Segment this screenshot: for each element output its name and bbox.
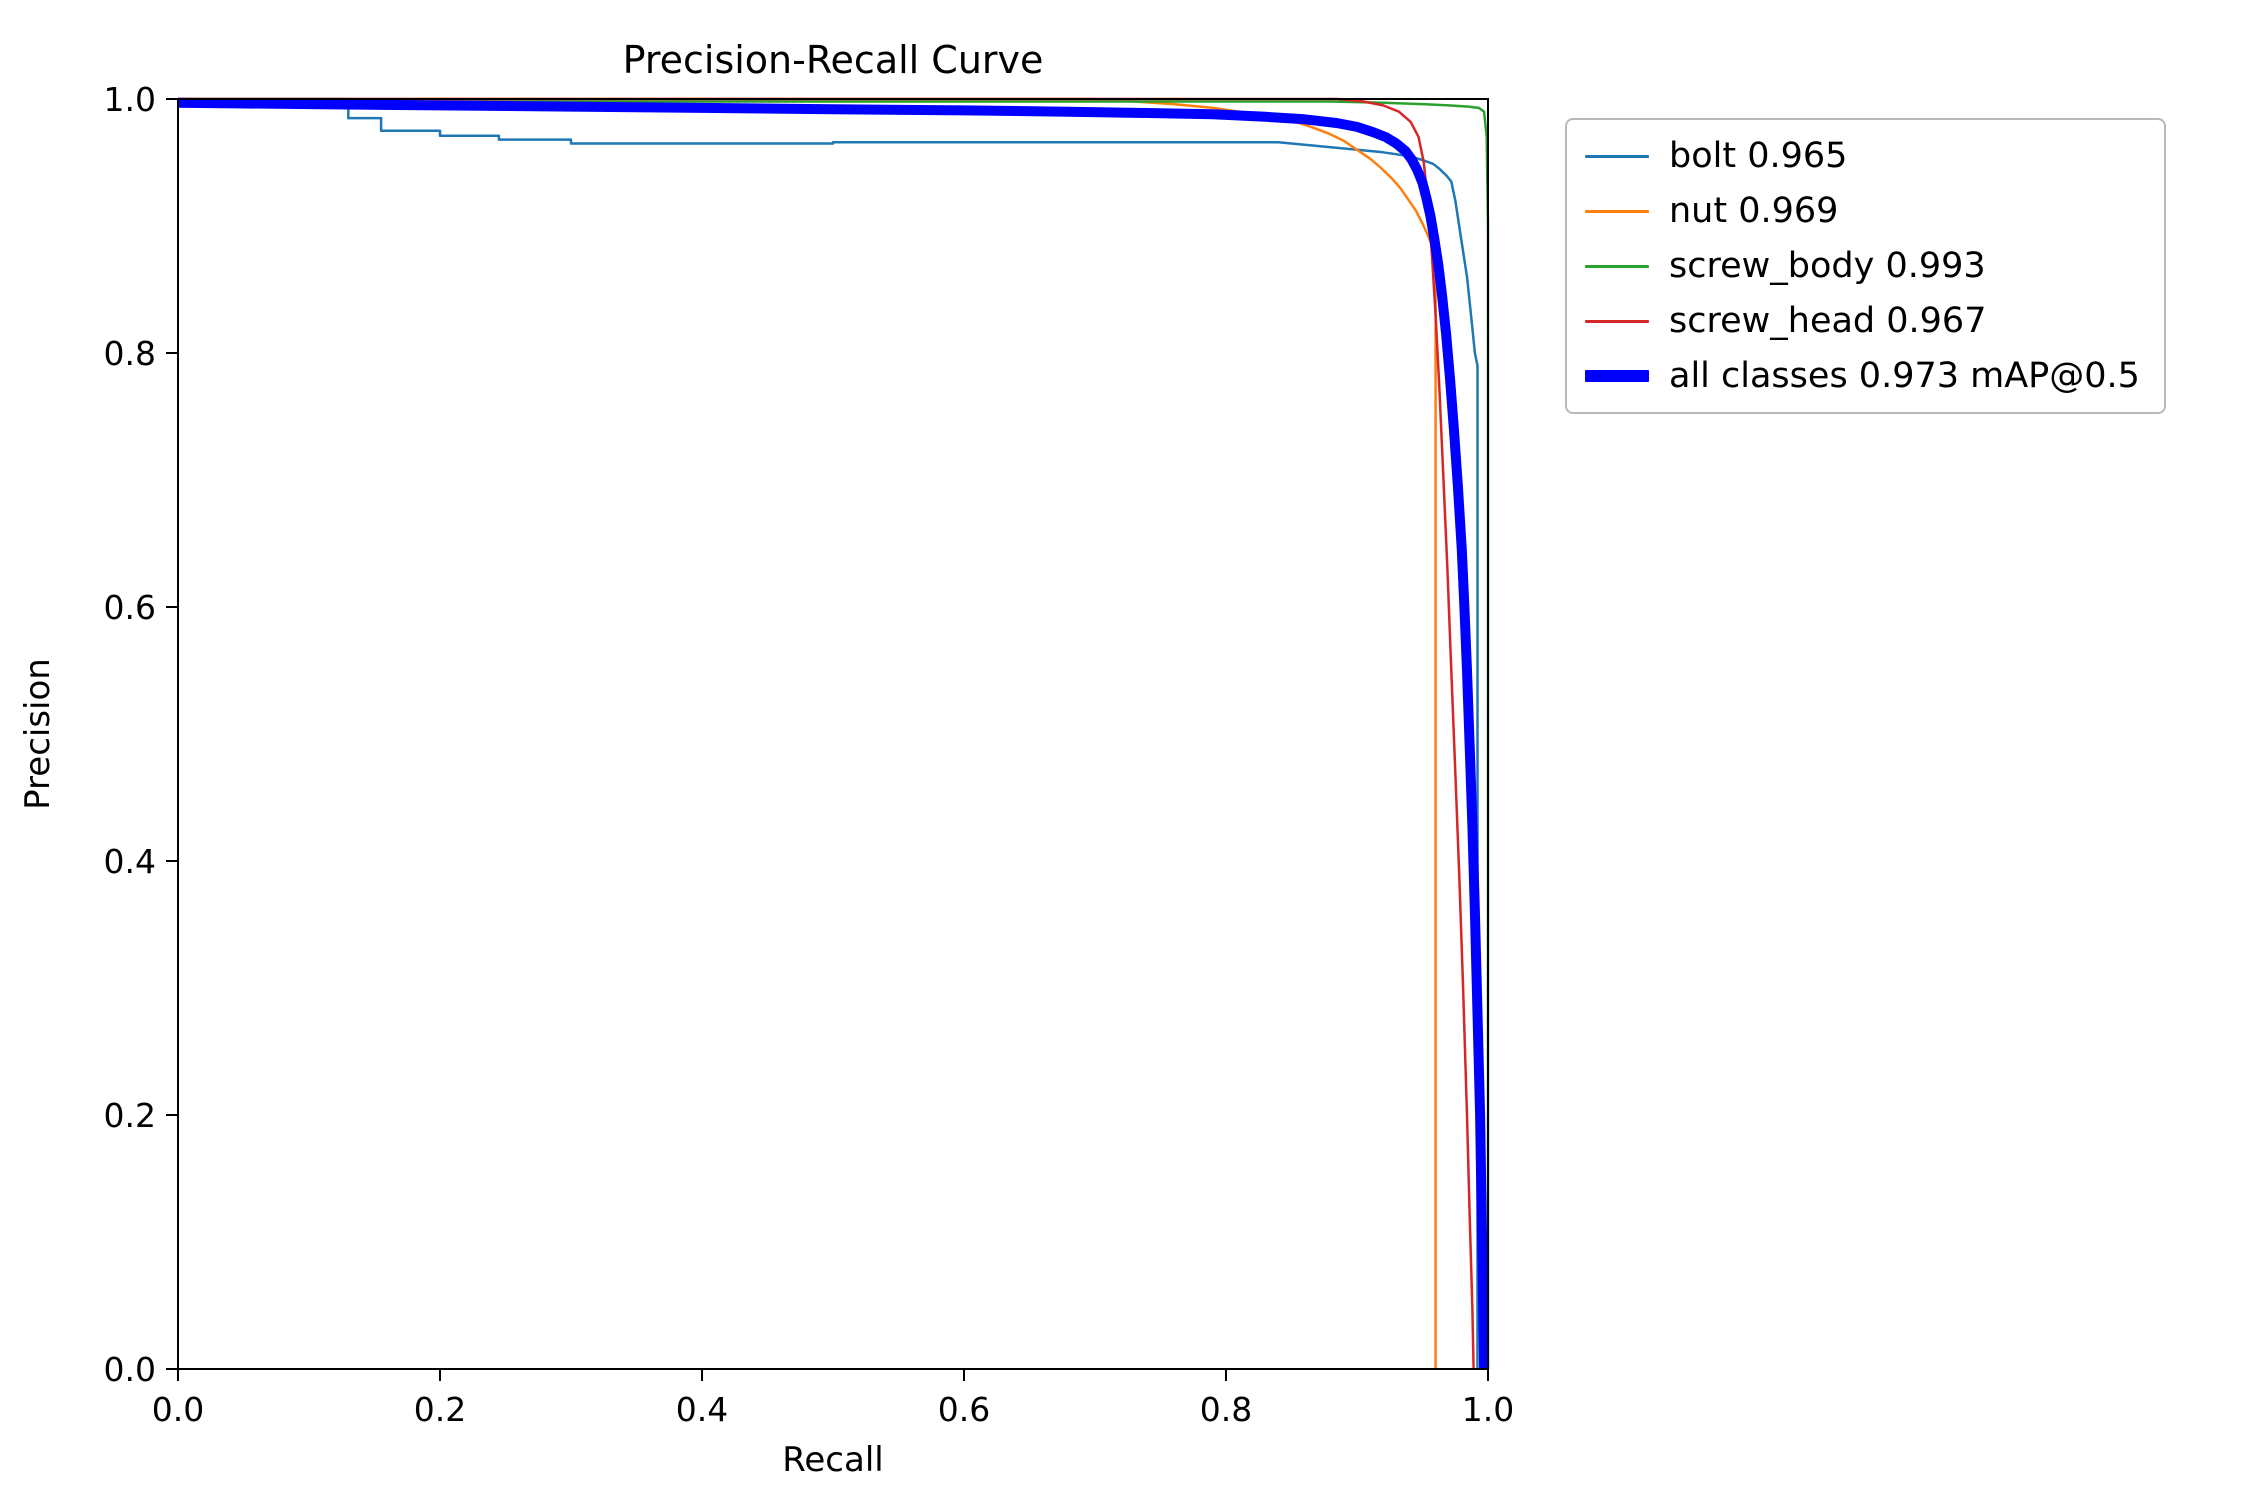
legend-line-sample (1585, 154, 1649, 158)
legend-item: bolt 0.965 (1585, 136, 2140, 176)
legend: bolt 0.965 nut 0.969 screw_body 0.993 screw… (1565, 118, 2166, 414)
legend-label: bolt 0.965 (1669, 136, 1848, 176)
y-tick-label: 0.4 (104, 842, 156, 881)
x-tick-label: 0.8 (1200, 1390, 1252, 1429)
series-line-3 (178, 97, 1475, 1370)
legend-line-sample (1585, 209, 1649, 213)
series-line-2 (178, 100, 1490, 1369)
x-tick-label: 1.0 (1462, 1390, 1514, 1429)
x-axis: 0.0 0.2 0.4 0.6 0.8 1.0 (152, 1369, 1514, 1429)
y-tick-label: 1.0 (104, 80, 156, 119)
legend-line-sample (1585, 319, 1649, 323)
legend-label: all classes 0.973 mAP@0.5 (1669, 356, 2140, 396)
legend-item: nut 0.969 (1585, 191, 2140, 231)
y-axis-label: Precision (18, 658, 58, 810)
series-line-4 (177, 97, 1490, 1370)
legend-label: screw_body 0.993 (1669, 246, 1986, 286)
y-tick-label: 0.8 (104, 334, 156, 373)
y-tick-label: 0.6 (104, 588, 156, 627)
x-tick-label: 0.4 (676, 1390, 728, 1429)
y-tick-label: 0.0 (104, 1350, 156, 1389)
legend-label: screw_head 0.967 (1669, 301, 1987, 341)
x-tick-label: 0.2 (414, 1390, 466, 1429)
y-tick-label: 0.2 (104, 1096, 156, 1135)
legend-label: nut 0.969 (1669, 191, 1839, 231)
legend-line-sample (1585, 370, 1649, 382)
x-tick-label: 0.6 (938, 1390, 990, 1429)
axes-spines (177, 98, 1489, 1370)
chart-title: Precision-Recall Curve (622, 38, 1044, 82)
legend-line-sample (1585, 264, 1649, 268)
legend-item: screw_head 0.967 (1585, 301, 2140, 341)
x-axis-label: Recall (782, 1440, 884, 1480)
y-axis: 0.0 0.2 0.4 0.6 0.8 1.0 (104, 80, 178, 1389)
series-line-0 (178, 97, 1479, 1369)
series-line-1 (178, 97, 1437, 1369)
series-lines (177, 97, 1490, 1370)
legend-item: all classes 0.973 mAP@0.5 (1585, 356, 2140, 396)
x-tick-label: 0.0 (152, 1390, 204, 1429)
legend-item: screw_body 0.993 (1585, 246, 2140, 286)
